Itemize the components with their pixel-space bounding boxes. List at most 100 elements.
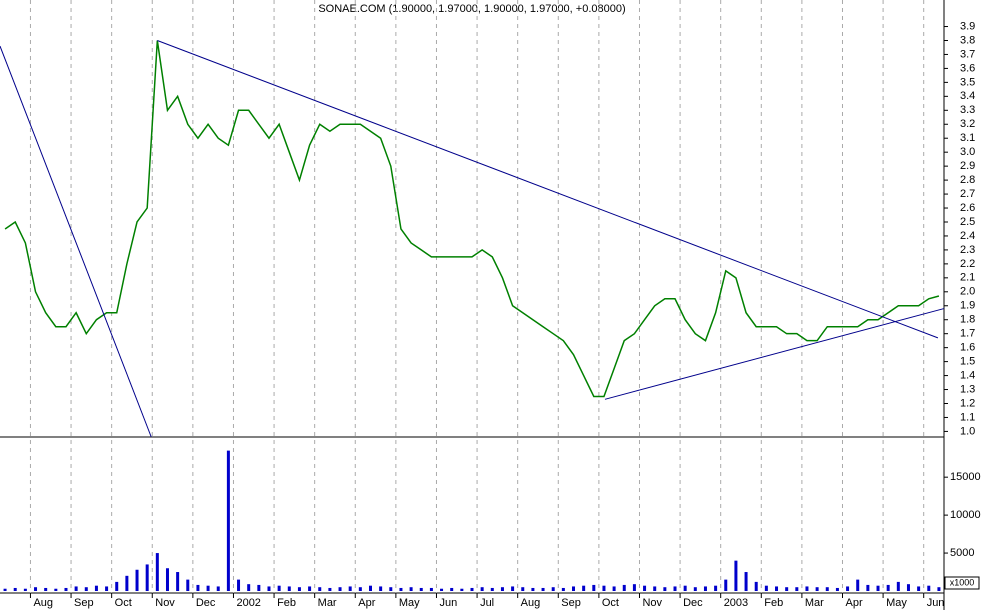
chart-title: SONAE.COM (1.90000, 1.97000, 1.90000, 1.… <box>318 3 625 15</box>
volume-bar <box>673 586 677 591</box>
volume-bar <box>206 585 210 591</box>
volume-bar <box>663 587 667 591</box>
volume-bar <box>318 587 322 591</box>
volume-bar <box>338 587 342 591</box>
volume-bar <box>511 586 515 591</box>
volume-bar <box>165 568 169 591</box>
volume-bar <box>389 587 393 591</box>
x-tick-label: Oct <box>115 597 132 609</box>
volume-bar <box>115 581 119 591</box>
trend-line <box>604 308 945 400</box>
price-line <box>4 40 940 398</box>
volume-bar <box>551 587 555 591</box>
x-tick-label: May <box>399 597 420 609</box>
y-tick-label: 2.4 <box>960 230 975 242</box>
volume-bar <box>247 584 251 591</box>
x-tick-label: Oct <box>602 597 619 609</box>
x-tick-label: 2002 <box>236 597 260 609</box>
volume-bar <box>917 586 921 591</box>
volume-bar <box>622 584 626 591</box>
x-tick-label: Apr <box>845 597 862 609</box>
x-tick-label: Apr <box>358 597 375 609</box>
volume-bar <box>287 586 291 591</box>
volume-bar <box>186 579 190 591</box>
volume-bar <box>419 587 423 591</box>
y-tick-label: 2.7 <box>960 188 975 200</box>
volume-bar <box>937 587 941 591</box>
y-tick-label: 3.2 <box>960 118 975 130</box>
volume-bar <box>764 585 768 591</box>
y-tick-label: 3.5 <box>960 76 975 88</box>
volume-bar <box>643 585 647 591</box>
volume-bar <box>846 586 850 591</box>
volume-bar <box>308 586 312 591</box>
volume-bar <box>105 586 109 591</box>
volume-bar <box>74 586 78 591</box>
volume-bar <box>135 569 139 591</box>
volume-bar <box>176 572 180 591</box>
volume-bar <box>348 586 352 591</box>
y-tick-label: 2.3 <box>960 244 975 256</box>
volume-bar <box>54 588 58 591</box>
volume-bar <box>237 579 241 591</box>
volume-bar <box>927 585 931 591</box>
y-tick-label: 3.4 <box>960 90 975 102</box>
trend-line <box>157 40 939 339</box>
volume-bar <box>480 587 484 591</box>
volume-bar <box>328 587 332 591</box>
volume-bar <box>703 586 707 591</box>
volume-bar <box>714 585 718 591</box>
volume-bar <box>876 585 880 591</box>
y-tick-label: 2.2 <box>960 258 975 270</box>
volume-bar <box>886 584 890 591</box>
x-tick-label: 2003 <box>724 597 748 609</box>
x-tick-label: Feb <box>277 597 296 609</box>
y-tick-label: 1.3 <box>960 383 975 395</box>
volume-bar <box>226 450 230 591</box>
volume-bar <box>632 584 636 591</box>
volume-bar <box>277 585 281 591</box>
volume-bar <box>44 587 48 591</box>
y-tick-label: 1.7 <box>960 328 975 340</box>
y-tick-label: 1.0 <box>960 425 975 437</box>
volume-bar <box>866 584 870 591</box>
volume-bar <box>835 587 839 591</box>
y-tick-label: 3.3 <box>960 104 975 116</box>
volume-bar <box>440 588 444 591</box>
volume-bar <box>561 587 565 591</box>
unit-box <box>944 576 980 590</box>
volume-bar <box>582 585 586 591</box>
y-tick-label: 2.9 <box>960 160 975 172</box>
volume-bar <box>572 586 576 591</box>
volume-bar <box>409 587 413 591</box>
volume-bar <box>429 587 433 591</box>
volume-bar <box>775 586 779 591</box>
y-tick-label: 2.8 <box>960 174 975 186</box>
y-tick-label: 2.6 <box>960 202 975 214</box>
volume-bar <box>592 584 596 591</box>
x-tick-label: Jun <box>927 597 945 609</box>
volume-bar <box>368 585 372 591</box>
volume-bar <box>906 584 910 591</box>
volume-bar <box>267 586 271 591</box>
volume-bar <box>541 587 545 591</box>
volume-bar <box>470 587 474 591</box>
y-tick-label: 2.0 <box>960 286 975 298</box>
trend-line <box>0 45 152 438</box>
volume-bar <box>13 587 17 591</box>
y-tick-label: 5000 <box>950 547 974 559</box>
y-tick-label: 1.9 <box>960 300 975 312</box>
volume-bar <box>724 579 728 591</box>
y-tick-label: 1.4 <box>960 369 975 381</box>
volume-bar <box>896 581 900 591</box>
x-tick-label: Feb <box>764 597 783 609</box>
y-tick-label: 3.1 <box>960 132 975 144</box>
volume-bar <box>84 587 88 591</box>
volume-unit: x1000 <box>950 577 975 587</box>
x-tick-label: Aug <box>521 597 541 609</box>
y-tick-label: 10000 <box>950 509 981 521</box>
volume-bar <box>155 553 159 591</box>
x-tick-label: Aug <box>33 597 53 609</box>
x-tick-label: May <box>886 597 907 609</box>
volume-bar <box>531 587 535 591</box>
